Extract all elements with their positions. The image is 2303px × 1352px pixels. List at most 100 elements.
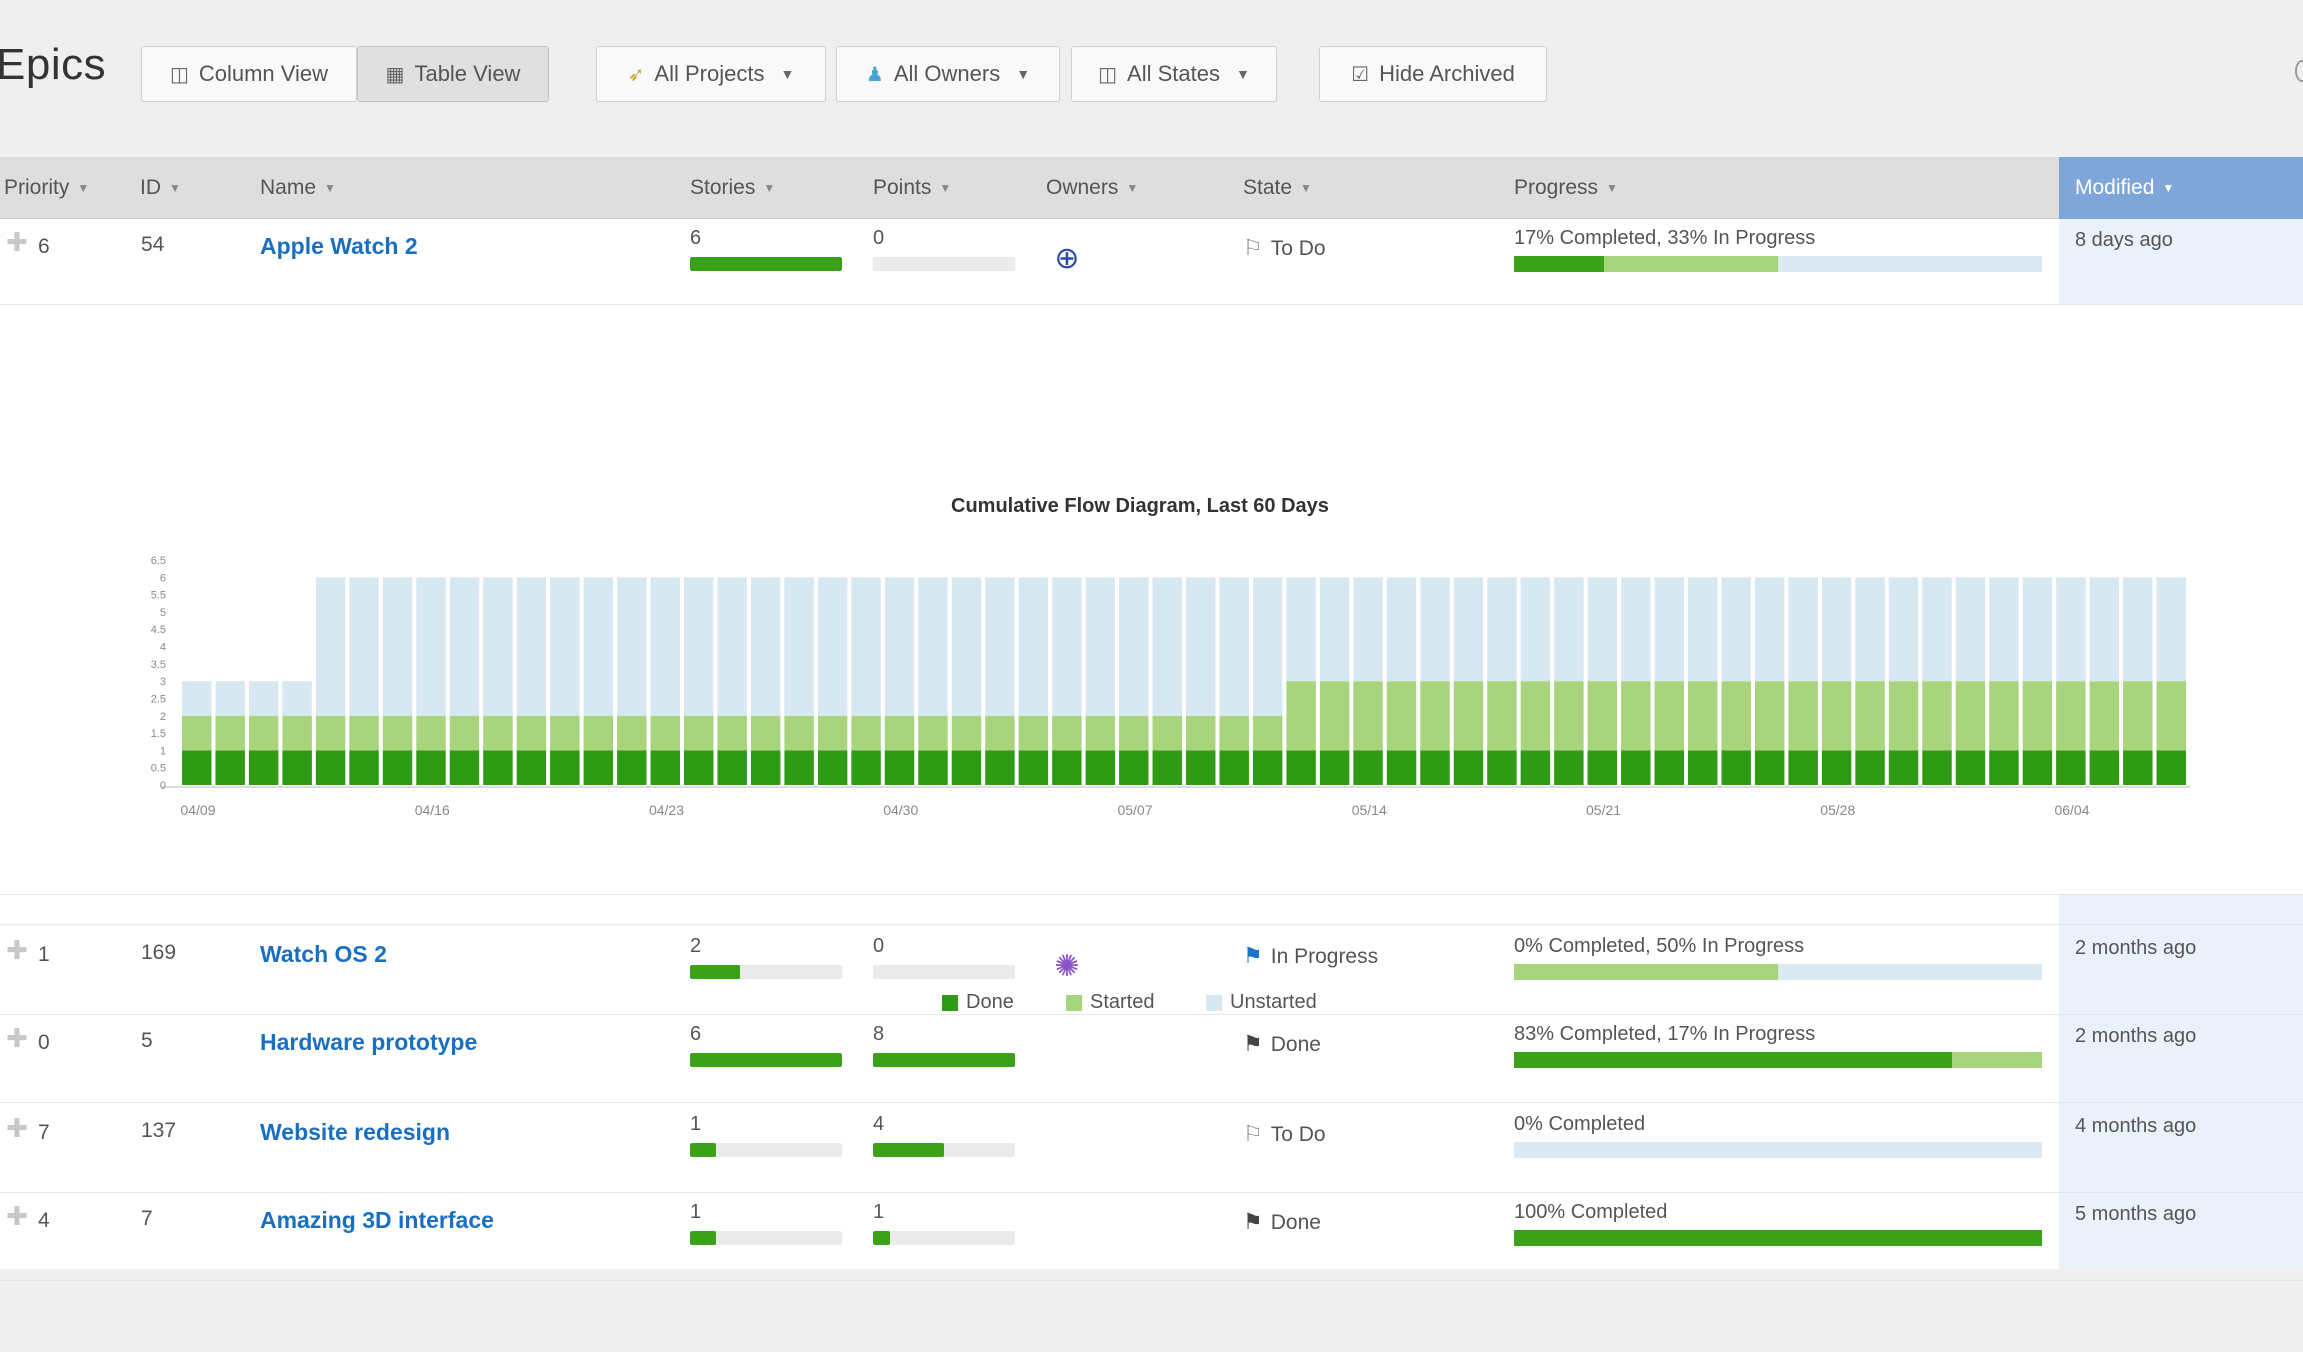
y-tick-label: 6 [160,572,166,584]
cfd-bar-done [1754,750,1785,785]
settings-icon[interactable] [2295,60,2303,82]
cfd-bar-done [784,750,814,785]
x-tick-label: 04/09 [180,802,215,818]
chevron-down-icon: ▼ [1126,181,1139,195]
progress-bar [1514,256,2042,272]
cfd-bar-unstarted [2123,577,2153,682]
cfd-bar-started [1554,681,1584,751]
column-header-stories[interactable]: Stories ▼ [690,157,775,219]
state-value[interactable]: ⚑ Done [1243,1209,1321,1235]
cfd-bar-done [1085,750,1116,785]
state-label: In Progress [1270,945,1379,968]
cfd-bar-started [918,715,948,751]
cfd-bar-unstarted [1186,577,1216,716]
column-header-priority[interactable]: Priority ▼ [4,157,89,219]
legend-label-unstarted: Unstarted [1230,991,1317,1013]
cfd-bar-done [1119,750,1149,785]
cfd-bar-unstarted [1520,577,1551,682]
column-header-state[interactable]: State ▼ [1243,157,1312,219]
drag-handle-icon[interactable]: ✚ [6,227,28,257]
cfd-bar-unstarted [449,577,480,716]
drag-handle-icon[interactable]: ✚ [6,935,28,965]
drag-handle-icon[interactable]: ✚ [6,1113,28,1143]
cfd-bar-done [315,750,346,785]
table-view-label: Table View [414,61,521,86]
columns-icon: ◫ [169,63,189,86]
cfd-bar-unstarted [918,577,948,716]
points-bar [873,257,1015,271]
hide-archived-button[interactable]: ☑ Hide Archived [1319,46,1547,102]
chevron-down-icon: ▼ [2162,181,2175,195]
cfd-bar-unstarted [1587,577,1618,682]
table-row[interactable]: ✚ 1 169 Watch OS 2 2 0 ✺ ⚑ In Progress 0%… [0,927,2303,1015]
cfd-bar-done [2056,750,2086,785]
cfd-bar-unstarted [1386,577,1417,682]
cfd-bar-started [750,715,781,751]
cfd-bar-unstarted [985,577,1015,716]
cfd-bar-started [1989,681,2019,751]
cfd-bar-started [851,715,881,751]
drag-handle-icon[interactable]: ✚ [6,1201,28,1231]
cfd-bar-started [1587,681,1618,751]
id-header-label: ID [140,176,161,199]
state-value[interactable]: ⚑ Done [1243,1031,1321,1057]
state-value[interactable]: ⚐ To Do [1243,1121,1326,1147]
epic-name-link[interactable]: Hardware prototype [260,1029,478,1055]
legend-item-unstarted: Unstarted [1206,991,1317,1014]
stories-count: 2 [690,935,702,957]
cfd-bar-done [951,750,982,785]
owners-filter[interactable]: ♟ All Owners ▼ [836,46,1060,102]
projects-filter[interactable]: ➶ All Projects ▼ [596,46,826,102]
cfd-bar-done [684,750,714,785]
cfd-bar-unstarted [182,681,212,716]
epics-table: Priority ▼ ID ▼ Name ▼ Stories ▼ Points ▼ Own… [0,157,2303,1281]
cfd-bar-done [1654,750,1684,785]
states-filter[interactable]: ◫ All States ▼ [1071,46,1277,102]
column-header-id[interactable]: ID ▼ [140,157,181,219]
column-header-modified[interactable]: Modified ▼ [2059,157,2303,219]
epic-name-link[interactable]: Watch OS 2 [260,941,387,967]
cfd-bar-unstarted [516,577,547,716]
owner-avatar[interactable]: ✺ [1046,945,1088,987]
cfd-bar-unstarted [1319,577,1350,682]
table-row[interactable]: ✚ 6 54 Apple Watch 2 6 0 ⊕ ⚐ To Do 17% Co… [0,219,2303,305]
column-view-button[interactable]: ◫ Column View [141,46,357,102]
cfd-bar-unstarted [884,577,915,716]
epic-name-link[interactable]: Apple Watch 2 [260,233,418,259]
cfd-bar-unstarted [1487,577,1517,682]
cfd-bar-unstarted [1119,577,1149,716]
modified-value: 4 months ago [2075,1115,2197,1137]
state-value[interactable]: ⚐ To Do [1243,235,1326,261]
epic-name-link[interactable]: Website redesign [260,1119,451,1145]
stories-bar [690,1231,842,1245]
column-header-owners[interactable]: Owners ▼ [1046,157,1138,219]
table-view-button[interactable]: ▦ Table View [357,46,549,102]
modified-value: 8 days ago [2075,229,2173,251]
cfd-bar-unstarted [483,577,513,716]
state-header-label: State [1243,176,1293,199]
cfd-bar-done [2156,750,2186,785]
legend-swatch-done [942,994,958,1011]
state-value[interactable]: ⚑ In Progress [1243,943,1378,969]
cfd-bar-started [2156,681,2186,751]
epic-name-link[interactable]: Amazing 3D interface [260,1207,494,1233]
progress-done-fill [1514,256,1604,272]
column-header-progress[interactable]: Progress ▼ [1514,157,1618,219]
table-row[interactable]: ✚ 7 137 Website redesign 1 4 ⚐ To Do 0% C… [0,1105,2303,1193]
progress-text: 83% Completed, 17% In Progress [1514,1023,1816,1045]
cfd-bar-started [349,715,379,751]
drag-handle-icon[interactable]: ✚ [6,1023,28,1053]
table-row[interactable]: ✚ 4 7 Amazing 3D interface 1 1 ⚑ Done 100… [0,1193,2303,1281]
column-header-points[interactable]: Points ▼ [873,157,951,219]
owner-avatar[interactable]: ⊕ [1046,237,1088,279]
cumulative-flow-panel: Cumulative Flow Diagram, Last 60 Days 6.… [0,305,2303,1013]
cfd-bar-done [1219,750,1249,785]
cfd-bar-done [1855,750,1885,785]
cfd-bar-started [2123,681,2153,751]
table-row[interactable]: ✚ 0 5 Hardware prototype 6 8 ⚑ Done 83% C… [0,1015,2303,1103]
cfd-bar-unstarted [315,577,346,716]
column-header-name[interactable]: Name ▼ [260,157,336,219]
cfd-bar-done [2089,750,2120,785]
cfd-bar-done [884,750,915,785]
